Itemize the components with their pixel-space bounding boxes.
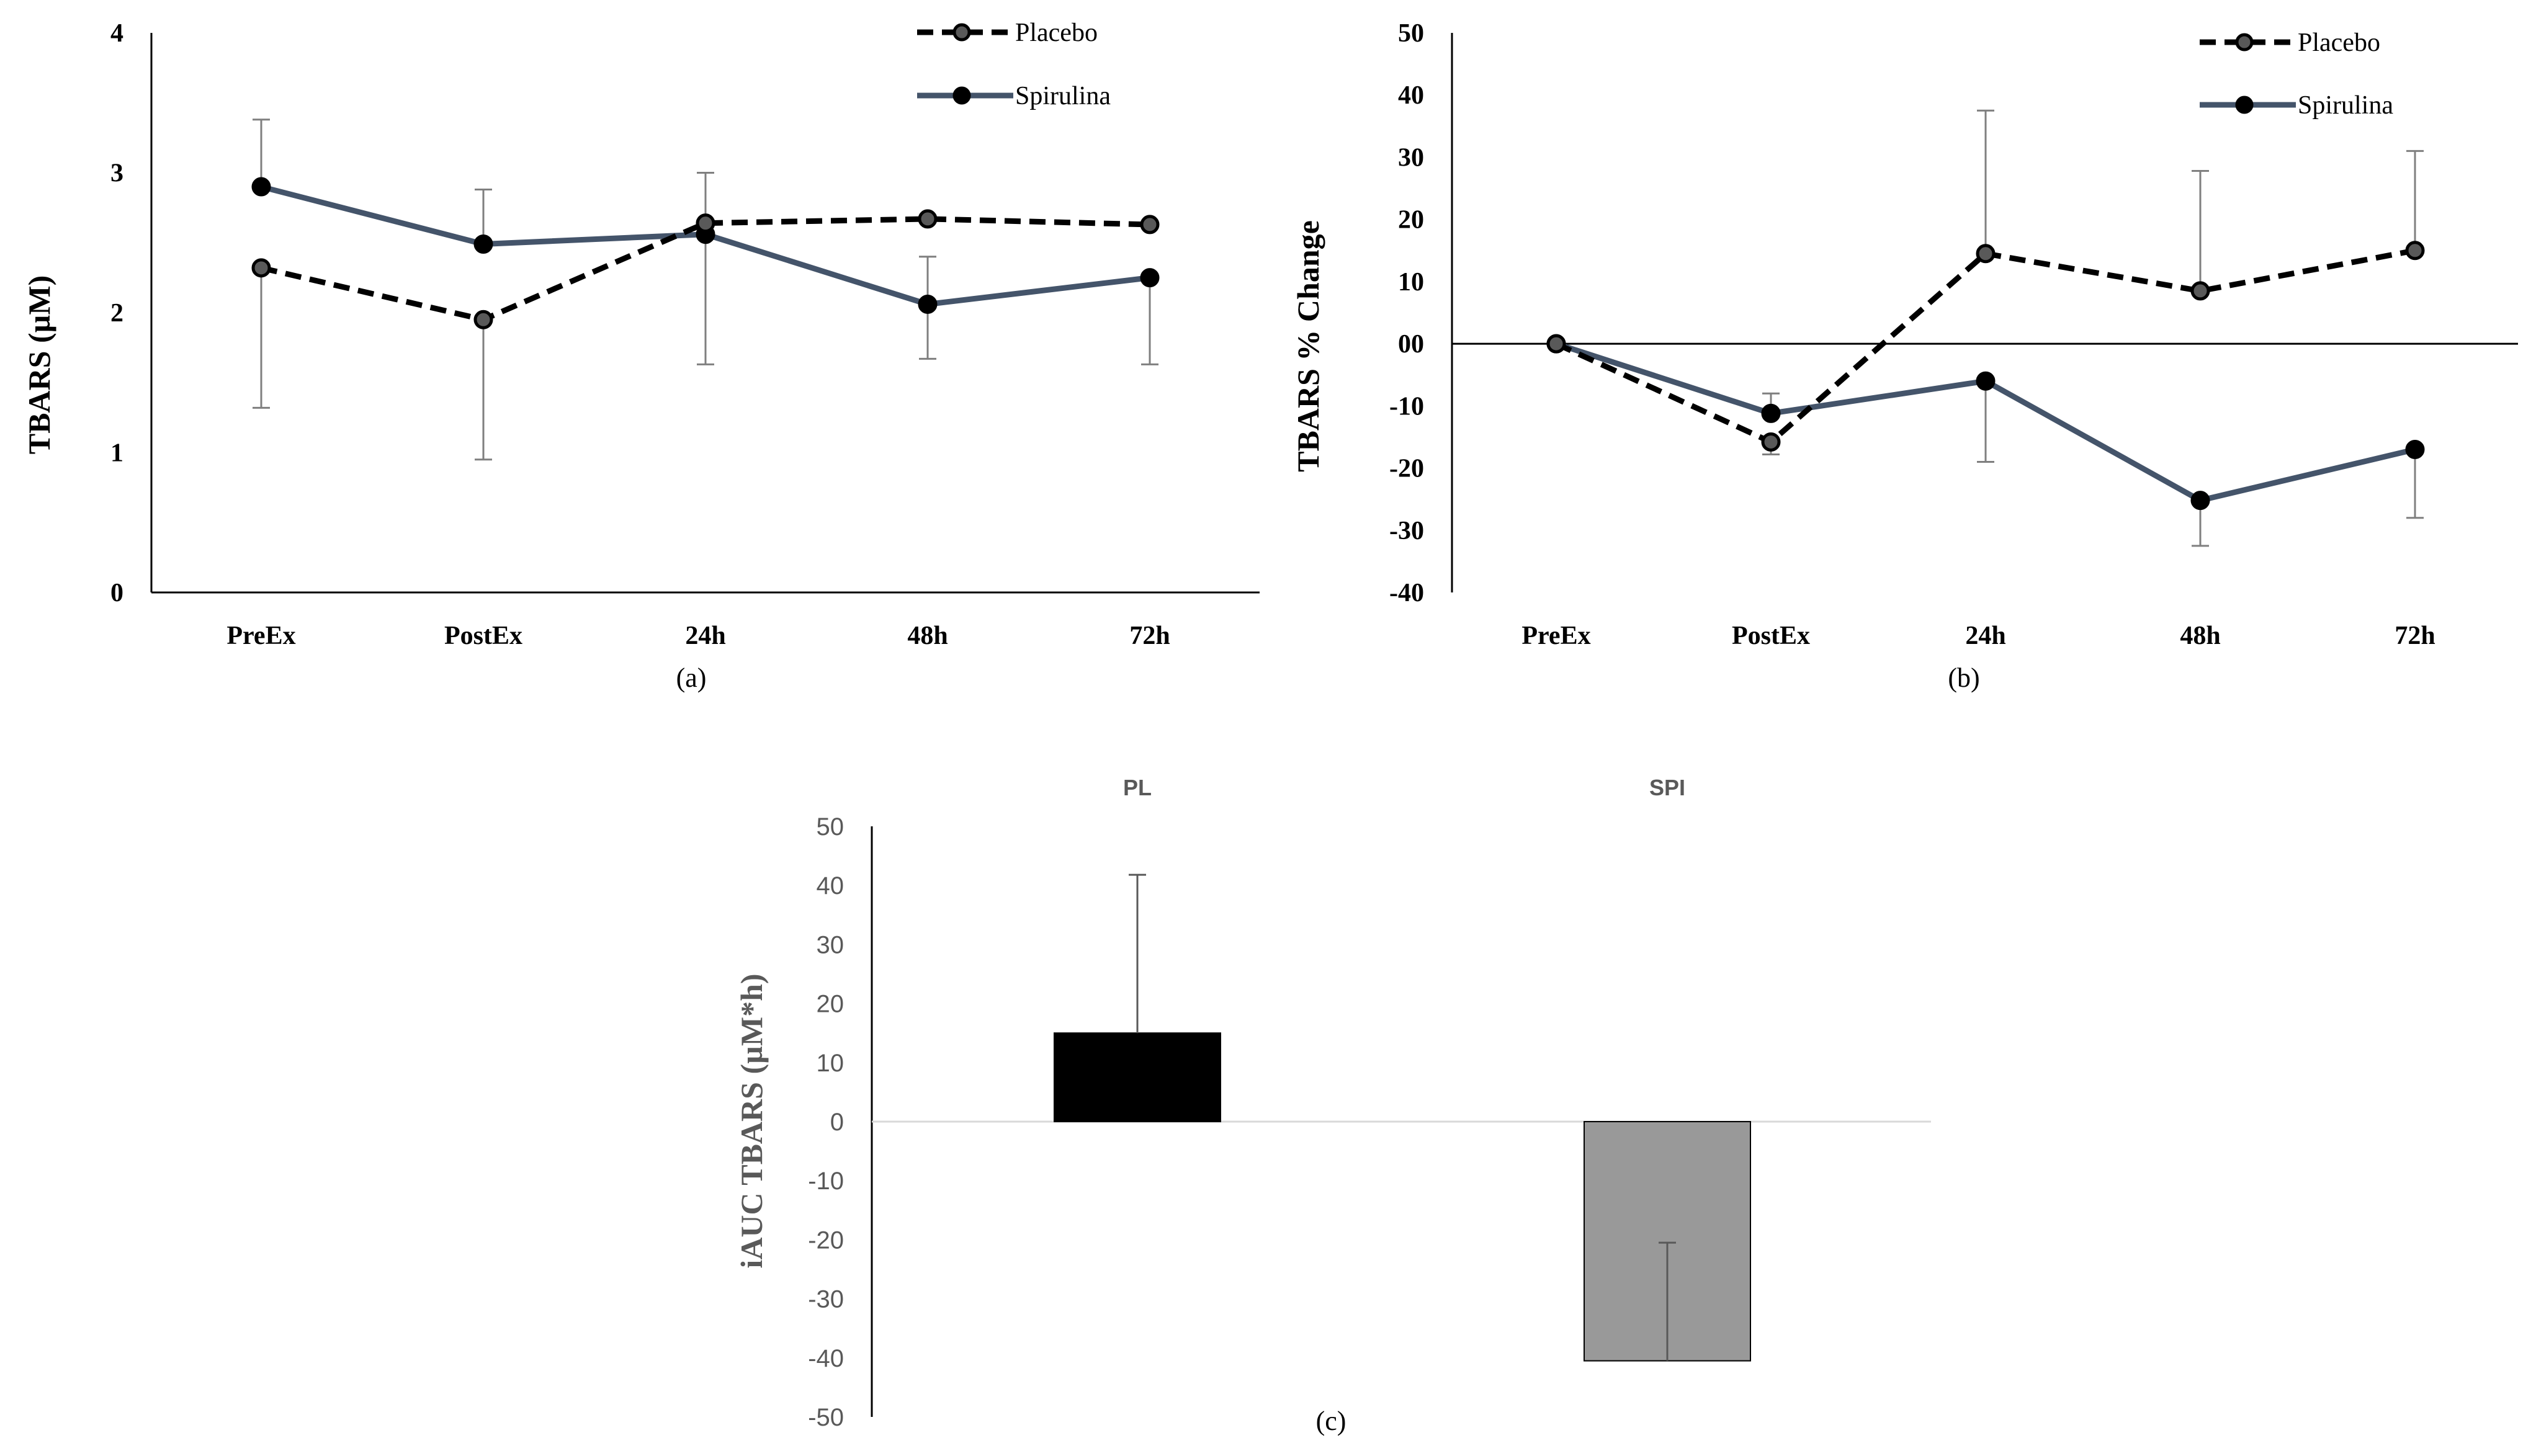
data-point-placebo	[1546, 334, 1566, 354]
y-tick-label: 20	[1398, 206, 1424, 234]
y-tick-label: 00	[1398, 330, 1424, 359]
y-axis-title: iAUC TBARS (µM*h)	[734, 973, 769, 1268]
y-tick-label: -40	[808, 1345, 844, 1372]
y-tick-label: 2	[110, 299, 123, 328]
legend-label-spirulina: Spirulina	[1015, 82, 1111, 110]
x-tick-label: 24h	[1965, 622, 2005, 650]
y-tick-label: -30	[1389, 517, 1424, 545]
legend-label-placebo: Placebo	[1015, 19, 1098, 47]
y-tick-label: -20	[808, 1226, 844, 1254]
y-tick-label: 1	[110, 439, 123, 468]
y-tick-label: 0	[110, 579, 123, 607]
data-point-placebo	[473, 310, 493, 329]
series-line-placebo	[260, 216, 1150, 323]
data-point-placebo	[2190, 281, 2210, 301]
legend-marker-spirulina	[952, 86, 971, 105]
data-point-placebo	[918, 209, 938, 229]
data-point-spirulina	[918, 294, 938, 314]
y-axis-title: TBARS % Change	[1291, 220, 1325, 472]
data-point-spirulina	[2405, 439, 2425, 459]
y-tick-label: 0	[830, 1109, 844, 1136]
y-tick-label: -10	[808, 1168, 844, 1195]
panel-label: (b)	[1948, 663, 1979, 693]
data-point-placebo	[1761, 432, 1781, 452]
y-tick-label: -40	[1389, 579, 1424, 607]
x-tick-label: 24h	[685, 622, 725, 650]
data-point-spirulina	[1140, 268, 1160, 288]
y-tick-label: -20	[1389, 455, 1424, 483]
legend-marker-spirulina	[2235, 96, 2254, 114]
data-point-placebo	[1976, 244, 1996, 264]
y-tick-label: 3	[110, 159, 123, 188]
y-tick-label: 40	[817, 872, 845, 900]
data-point-placebo	[251, 258, 271, 278]
y-tick-label: 20	[817, 991, 845, 1018]
data-point-spirulina	[251, 177, 271, 197]
legend-label-spirulina: Spirulina	[2298, 91, 2393, 120]
y-tick-label: 50	[817, 813, 845, 841]
x-tick-label: 72h	[2395, 622, 2435, 650]
x-tick-label: PostEx	[444, 622, 522, 650]
y-tick-label: -10	[1389, 392, 1424, 421]
panel-label: (a)	[676, 663, 707, 693]
x-tick-label: 48h	[907, 622, 948, 650]
category-label: SPI	[1649, 775, 1685, 800]
data-point-spirulina	[1976, 371, 1996, 391]
legend-marker-placebo	[952, 23, 971, 42]
x-tick-label: PreEx	[226, 622, 295, 650]
panel-label: (c)	[1316, 1406, 1346, 1436]
chart-panel-a: TBARS (µM) (a) 0 1 2 3 4 PreEx PostEx 24h 48h 72h…	[22, 19, 1260, 693]
x-tick-label: PostEx	[1732, 622, 1810, 650]
data-point-placebo	[2405, 241, 2425, 261]
data-point-placebo	[1140, 215, 1160, 234]
data-point-placebo	[696, 213, 715, 233]
x-tick-label: PreEx	[1521, 622, 1590, 650]
x-tick-label: 72h	[1129, 622, 1170, 650]
y-tick-label: 50	[1398, 19, 1424, 48]
y-tick-label: 30	[817, 931, 845, 958]
y-tick-label: 10	[1398, 268, 1424, 297]
data-point-spirulina	[1761, 403, 1781, 423]
y-tick-label: 4	[110, 19, 123, 48]
bar-pl	[1054, 1032, 1221, 1122]
data-point-spirulina	[473, 234, 493, 254]
y-axis-title: TBARS (µM)	[22, 275, 56, 455]
y-tick-label: 40	[1398, 81, 1424, 110]
y-tick-label: 30	[1398, 143, 1424, 172]
chart-panel-c: iAUC TBARS (µM*h) (c) -50 -40 -30 -20 -10 0 10…	[734, 775, 1931, 1436]
x-tick-label: 48h	[2180, 622, 2220, 650]
y-tick-label: -30	[808, 1286, 844, 1313]
data-point-spirulina	[2190, 491, 2210, 511]
category-label: PL	[1123, 775, 1152, 800]
legend-label-placebo: Placebo	[2298, 29, 2380, 57]
chart-panel-b: TBARS % Change (b) -40 -30 -20 -10 00 10 20 30 4…	[1291, 19, 2518, 693]
y-tick-label: 10	[817, 1050, 845, 1077]
legend-marker-placebo	[2235, 33, 2254, 51]
y-tick-label: -50	[808, 1404, 844, 1431]
